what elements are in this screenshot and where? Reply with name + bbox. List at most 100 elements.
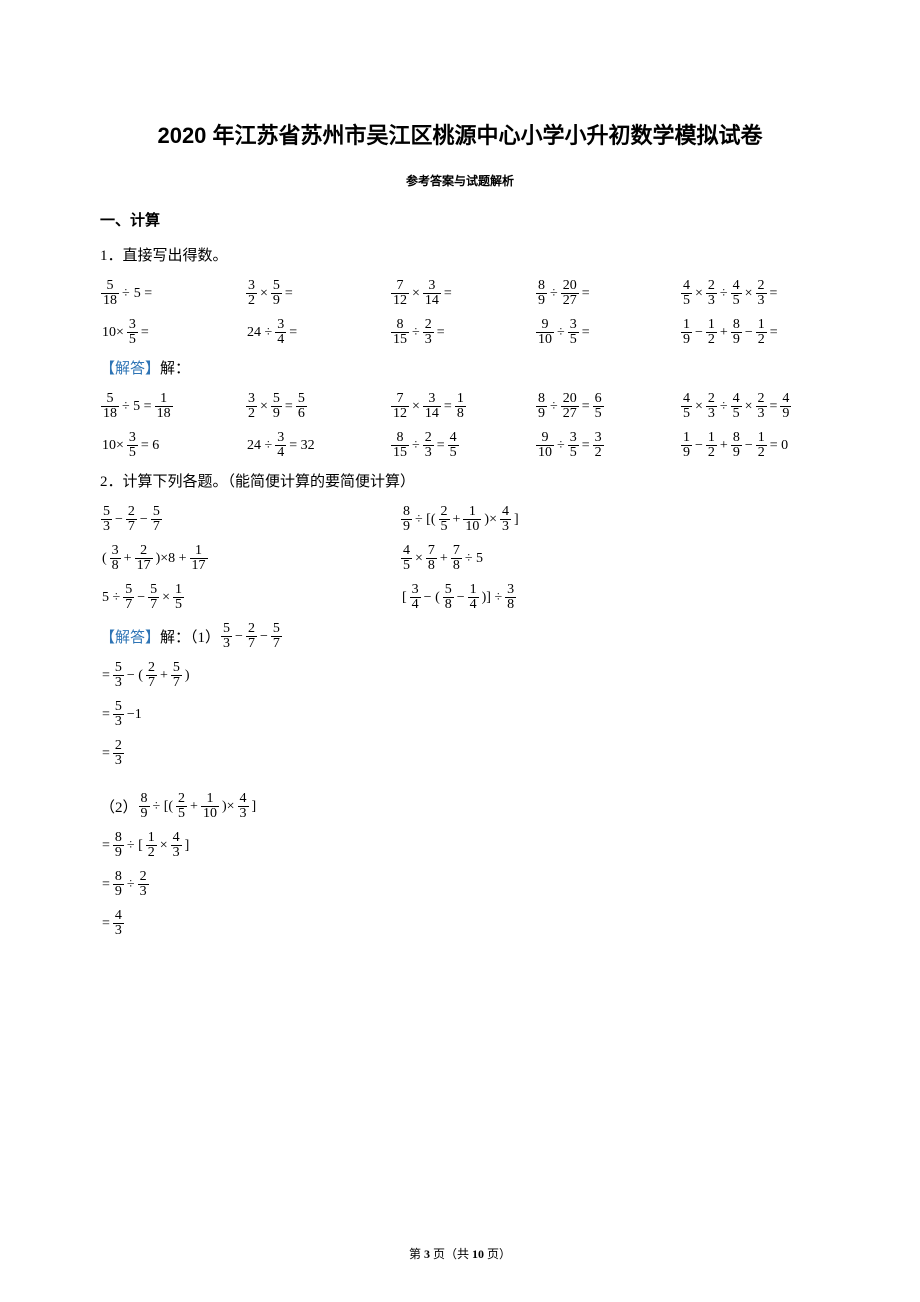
fraction: 57 xyxy=(171,661,182,690)
fraction: 12 xyxy=(146,831,157,860)
math-text: = xyxy=(141,325,149,341)
fraction: 34 xyxy=(275,431,286,460)
math-text: = 32 xyxy=(289,438,314,454)
math-text: ÷ xyxy=(122,286,130,302)
equation-cell: 910÷35=32 xyxy=(535,431,680,460)
q1-problems-row-1: 518÷5 =32×59=712×314=89÷2027=45×23÷45×23… xyxy=(100,279,820,308)
fraction: 34 xyxy=(410,583,421,612)
math-text: − xyxy=(260,629,268,645)
math-text: = xyxy=(102,916,110,932)
math-text: ) xyxy=(185,668,190,684)
fraction: 23 xyxy=(423,431,434,460)
fraction: 23 xyxy=(756,279,767,308)
equation-cell: 24 ÷34= xyxy=(245,318,390,347)
solution-1-steps: =53− (27+57)=53−1=23 xyxy=(100,661,820,768)
equation-cell: =89÷ [12×43] xyxy=(100,831,191,860)
math-text: ÷ xyxy=(557,325,565,341)
equation-cell: 32×59=56 xyxy=(245,392,390,421)
solution-step: =89÷23 xyxy=(100,870,820,899)
fraction: 518 xyxy=(101,392,119,421)
fraction: 59 xyxy=(271,279,282,308)
equation-cell: =53− (27+57) xyxy=(100,661,192,690)
math-text: − xyxy=(115,512,123,528)
math-text: × xyxy=(160,838,168,854)
math-text: + xyxy=(160,668,168,684)
fraction: 23 xyxy=(756,392,767,421)
fraction: 910 xyxy=(536,318,554,347)
math-text: )×8 + xyxy=(156,551,187,567)
equation-cell: 32×59= xyxy=(245,279,390,308)
fraction: 12 xyxy=(756,431,767,460)
fraction: 12 xyxy=(706,318,717,347)
answer-label-1: 【解答】解： xyxy=(100,357,820,378)
math-text: ÷ [ xyxy=(127,838,143,854)
fraction: 78 xyxy=(426,544,437,573)
math-text: = xyxy=(582,286,590,302)
fraction: 815 xyxy=(391,431,409,460)
math-text: = xyxy=(444,286,452,302)
equation-cell: 45×78+78÷ 5 xyxy=(400,544,820,573)
math-text: − xyxy=(137,590,145,606)
math-text: + xyxy=(440,551,448,567)
math-text: × xyxy=(745,399,753,415)
math-text: − xyxy=(140,512,148,528)
math-text: + xyxy=(190,799,198,815)
math-text: − xyxy=(695,325,703,341)
math-text: − xyxy=(695,438,703,454)
question-2-text: 2．计算下列各题。（能简便计算的要简便计算） xyxy=(100,470,820,491)
math-text: )× xyxy=(222,799,235,815)
fraction: 89 xyxy=(139,792,150,821)
math-text: 24 ÷ xyxy=(247,325,272,341)
math-text: = xyxy=(437,438,445,454)
equation-cell: 712×314= xyxy=(390,279,535,308)
math-text: = xyxy=(770,325,778,341)
fraction: 110 xyxy=(201,792,219,821)
fraction: 118 xyxy=(155,392,173,421)
math-text: ÷ xyxy=(550,399,558,415)
math-text: = xyxy=(102,746,110,762)
math-text: − xyxy=(745,438,753,454)
math-text: + xyxy=(124,551,132,567)
math-text: − ( xyxy=(127,668,143,684)
fraction: 56 xyxy=(296,392,307,421)
math-text: = 6 xyxy=(141,438,159,454)
fraction: 35 xyxy=(568,318,579,347)
q1-answers-row-2: 10×35= 624 ÷34= 32815÷23=45910÷35=3219−1… xyxy=(100,431,820,460)
fraction: 57 xyxy=(123,583,134,612)
fraction: 518 xyxy=(101,279,119,308)
equation-cell: 19−12+89−12= 0 xyxy=(680,431,820,460)
q1-problems-row-2: 10×35=24 ÷34=815÷23=910÷35=19−12+89−12= xyxy=(100,318,820,347)
page-footer: 第 3 页（共 10 页） xyxy=(0,1245,920,1262)
fraction: 712 xyxy=(391,392,409,421)
fraction: 35 xyxy=(127,318,138,347)
fraction: 45 xyxy=(731,392,742,421)
fraction: 12 xyxy=(706,431,717,460)
fraction: 217 xyxy=(135,544,153,573)
math-text: × xyxy=(162,590,170,606)
math-text: = xyxy=(437,325,445,341)
fraction: 23 xyxy=(706,279,717,308)
math-text: = xyxy=(444,399,452,415)
fraction: 23 xyxy=(138,870,149,899)
math-text: 5 = xyxy=(134,286,152,302)
fraction: 43 xyxy=(500,505,511,534)
q2-problems-row-1: 53−27−5789÷ [(25+110)×43] xyxy=(100,505,820,534)
fraction: 45 xyxy=(731,279,742,308)
math-text: )] ÷ xyxy=(482,590,503,606)
math-text: −1 xyxy=(127,707,142,723)
fraction: 49 xyxy=(780,392,791,421)
fraction: 53 xyxy=(101,505,112,534)
document-page: 2020 年江苏省苏州市吴江区桃源中心小学小升初数学模拟试卷 参考答案与试题解析… xyxy=(0,0,920,988)
fraction: 27 xyxy=(126,505,137,534)
solution-1-header: 【解答】 解：（1） 53−27−57 xyxy=(100,622,820,651)
fraction: 89 xyxy=(401,505,412,534)
fraction: 23 xyxy=(706,392,717,421)
equation-cell: 19−12+89−12= xyxy=(680,318,820,347)
math-text: = xyxy=(102,838,110,854)
footer-suffix: 页） xyxy=(484,1247,511,1261)
equation-cell: 89÷2027= xyxy=(535,279,680,308)
solution-2-expr: 89÷ [(25+110)×43] xyxy=(138,792,259,821)
solution-2-steps: =89÷ [12×43]=89÷23=43 xyxy=(100,831,820,938)
math-text: + xyxy=(720,325,728,341)
math-text: ( xyxy=(102,551,107,567)
